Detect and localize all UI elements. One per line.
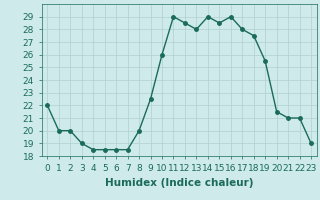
X-axis label: Humidex (Indice chaleur): Humidex (Indice chaleur) xyxy=(105,178,253,188)
